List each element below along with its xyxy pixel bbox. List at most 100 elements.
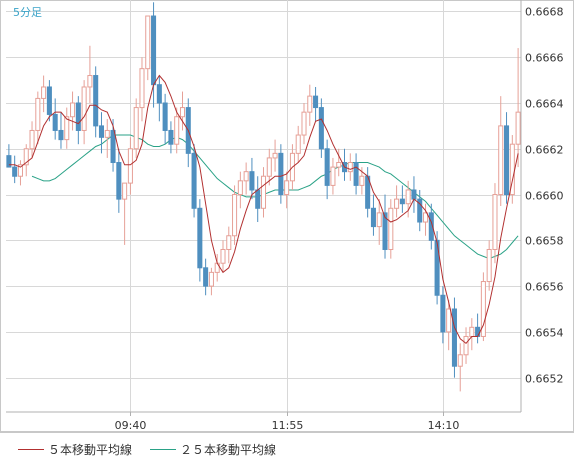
candle-body [23,148,29,166]
candle [440,286,446,344]
legend: ５本移動平均線 ２５本移動平均線 [0,432,574,463]
candle-body [237,180,243,196]
candle-body [469,326,475,337]
candle-body [156,84,162,104]
candle-body [208,271,214,287]
candle [12,155,18,184]
candle [191,144,197,218]
candle [87,45,93,103]
candle-body [382,212,388,250]
candle-body [104,129,110,138]
candle [75,96,81,145]
candle [249,157,255,200]
candle-body [307,95,313,113]
candle [41,75,47,113]
candle [208,267,214,296]
candle-body [110,129,116,164]
candle-body [260,175,267,209]
candle [492,183,498,264]
y-tick-label: 0.6668 [525,6,564,19]
candle-body [515,111,521,145]
candle [399,185,405,213]
candle-body [359,175,365,186]
candle [463,327,469,364]
candle-body [197,207,203,269]
y-tick-label: 0.6656 [525,281,564,294]
candle [70,91,76,131]
candle [64,107,70,149]
ma5-line-group [8,74,519,345]
candle [93,66,99,138]
candle-body [411,189,417,200]
candle [133,98,139,158]
candle [457,343,463,392]
candle [29,121,35,158]
candle-body [87,75,93,88]
candle-body [12,166,18,177]
candle [370,194,376,236]
y-tick-label: 0.6658 [525,235,564,248]
candle [35,91,41,145]
ma5-swatch [18,449,44,450]
candle-body [249,171,255,191]
candle [220,240,226,273]
candle-body [336,162,342,168]
candle-body [370,207,376,228]
candle [353,153,359,195]
candle [272,139,278,172]
candle [98,112,104,154]
y-tick-label: 0.6654 [525,327,564,340]
candle [179,91,186,131]
candle [307,84,313,126]
candle-body [376,212,382,228]
legend-label-ma5: ５本移動平均線 [48,443,133,457]
candle-body [255,189,261,209]
candle-body [428,212,434,241]
candle-body [492,194,498,250]
candle-body [232,194,238,237]
candle-body [486,248,492,283]
candle-body [324,148,330,186]
candle-body [278,152,284,196]
candle [405,180,411,218]
candle-body [145,15,151,70]
candle [162,93,168,145]
candle [58,112,64,149]
candle-body [64,116,70,141]
candle [139,57,145,122]
candle-body [127,148,133,184]
candle [81,80,87,145]
candle-body [93,75,99,127]
candle-body [301,111,307,136]
candle-body [388,207,394,250]
candle [376,199,382,245]
candle-body [434,239,440,296]
candle [284,171,290,209]
legend-label-ma25: ２５本移動平均線 [180,443,277,457]
candle-body [347,162,353,173]
candle [324,139,330,200]
candle-body [139,68,145,109]
candle-body [17,164,23,177]
candle [428,203,434,250]
candle-body [243,171,249,182]
candle-body [226,235,232,250]
candle [318,98,324,158]
candle [203,258,209,296]
candle-body [446,308,452,333]
x-tick-label: 09:40 [115,419,147,432]
candle [237,171,243,209]
candle [46,80,52,122]
grid-lines [6,0,521,412]
x-tick-label: 11:55 [272,419,304,432]
candle [301,103,307,145]
axes-group: 0.6652 0.6654 0.6656 0.6658 0.6660 0.6662 0.66… [6,0,564,432]
candle-body [330,166,336,186]
candle [243,162,249,195]
candle-body [480,281,486,337]
candle [260,167,267,218]
candle [347,153,353,181]
candle [168,121,174,154]
y-tick-label: 0.6666 [525,52,564,65]
candle-body [46,86,52,115]
